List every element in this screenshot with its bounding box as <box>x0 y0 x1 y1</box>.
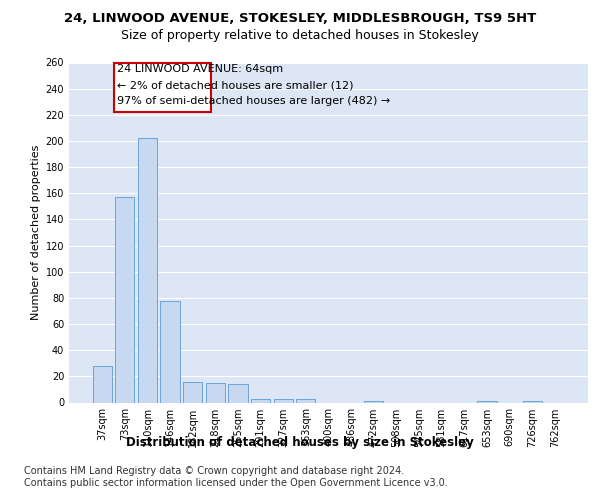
Bar <box>229 384 248 402</box>
Text: 24 LINWOOD AVENUE: 64sqm: 24 LINWOOD AVENUE: 64sqm <box>116 64 283 74</box>
Text: 24, LINWOOD AVENUE, STOKESLEY, MIDDLESBROUGH, TS9 5HT: 24, LINWOOD AVENUE, STOKESLEY, MIDDLESBR… <box>64 12 536 26</box>
Y-axis label: Number of detached properties: Number of detached properties <box>31 145 41 320</box>
Bar <box>183 382 202 402</box>
Bar <box>160 300 180 402</box>
Bar <box>92 366 112 403</box>
Text: Size of property relative to detached houses in Stokesley: Size of property relative to detached ho… <box>121 29 479 42</box>
Bar <box>206 383 225 402</box>
Bar <box>296 398 316 402</box>
FancyBboxPatch shape <box>114 62 211 112</box>
Bar <box>523 401 542 402</box>
Bar <box>364 401 383 402</box>
Bar <box>251 398 270 402</box>
Bar <box>115 197 134 402</box>
Text: 97% of semi-detached houses are larger (482) →: 97% of semi-detached houses are larger (… <box>116 96 390 106</box>
Text: Contains HM Land Registry data © Crown copyright and database right 2024.
Contai: Contains HM Land Registry data © Crown c… <box>24 466 448 487</box>
Bar <box>274 398 293 402</box>
Bar <box>477 401 497 402</box>
Bar <box>138 138 157 402</box>
Text: Distribution of detached houses by size in Stokesley: Distribution of detached houses by size … <box>126 436 474 449</box>
Text: ← 2% of detached houses are smaller (12): ← 2% of detached houses are smaller (12) <box>116 80 353 90</box>
